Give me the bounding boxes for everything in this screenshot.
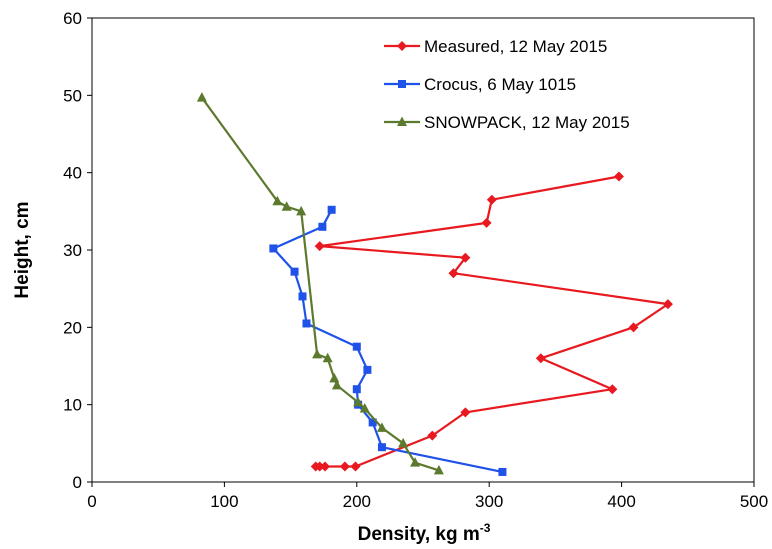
y-tick-label: 0 (73, 473, 82, 492)
data-point (613, 171, 624, 182)
series-1 (310, 171, 673, 472)
data-point (628, 322, 639, 333)
data-point (410, 457, 421, 467)
data-point (281, 201, 292, 211)
x-axis-title: Density, kg m-3 (358, 521, 491, 545)
x-axis-title-text: Density, kg m (358, 524, 480, 545)
legend-item: Crocus, 6 May 1015 (384, 75, 576, 94)
data-point (302, 319, 311, 328)
legend-marker (398, 80, 406, 88)
data-point (272, 195, 283, 206)
x-tick-label: 300 (475, 492, 503, 511)
x-axis-title-superscript: -3 (480, 521, 491, 535)
data-point (481, 217, 492, 228)
data-point (329, 372, 340, 383)
data-point (433, 464, 444, 475)
series-3 (196, 92, 444, 475)
x-tick-label: 200 (343, 492, 371, 511)
y-tick-label: 60 (63, 9, 82, 28)
data-point (298, 292, 307, 301)
data-point (322, 352, 333, 363)
x-tick-label: 400 (607, 492, 635, 511)
series-line (201, 97, 440, 472)
data-point (296, 205, 307, 216)
x-tick-label: 500 (740, 492, 768, 511)
legend-label: Crocus, 6 May 1015 (424, 75, 576, 94)
legend: Measured, 12 May 2015 Crocus, 6 May 1015 S… (384, 37, 630, 132)
y-tick-label: 50 (63, 86, 82, 105)
data-point (662, 299, 673, 310)
data-point (460, 252, 471, 263)
x-tick-label: 100 (210, 492, 238, 511)
data-point (318, 222, 327, 231)
series-2 (269, 205, 507, 476)
legend-label: SNOWPACK, 12 May 2015 (424, 113, 630, 132)
data-point (339, 461, 350, 472)
data-point (498, 467, 507, 476)
y-axis-title: Height, cm (12, 201, 33, 298)
data-point (310, 461, 321, 472)
y-tick-label: 20 (63, 318, 82, 337)
axis-ticks: 0 100 200 300 400 500 0 10 20 30 40 50 60 (63, 9, 768, 511)
data-point (535, 353, 546, 364)
data-point (448, 268, 459, 279)
data-point (331, 379, 342, 390)
data-point (486, 194, 497, 205)
data-point (359, 403, 370, 413)
data-point (196, 92, 207, 102)
data-point (460, 407, 471, 418)
legend-item: SNOWPACK, 12 May 2015 (384, 113, 630, 132)
data-point (352, 342, 361, 351)
y-tick-label: 10 (63, 396, 82, 415)
y-tick-label: 30 (63, 241, 82, 260)
data-point (269, 244, 278, 253)
data-point (314, 241, 325, 252)
legend-marker (397, 41, 407, 51)
y-tick-label: 40 (63, 164, 82, 183)
data-point (368, 418, 377, 427)
data-point (363, 365, 372, 374)
data-point (327, 205, 336, 214)
data-point (350, 461, 361, 472)
data-point (376, 422, 387, 432)
data-point (320, 461, 331, 472)
legend-item: Measured, 12 May 2015 (384, 37, 607, 56)
data-point (352, 385, 361, 394)
data-point (607, 384, 618, 395)
data-point (427, 430, 438, 441)
plot-area-frame (91, 17, 755, 483)
data-point (377, 443, 386, 452)
series-layer (196, 92, 673, 476)
series-line (315, 175, 670, 468)
legend-marker (397, 116, 407, 126)
data-point (290, 267, 299, 276)
data-point (312, 348, 323, 359)
data-point (353, 396, 364, 407)
data-point (398, 437, 409, 448)
legend-label: Measured, 12 May 2015 (424, 37, 607, 56)
x-tick-label: 0 (87, 492, 96, 511)
